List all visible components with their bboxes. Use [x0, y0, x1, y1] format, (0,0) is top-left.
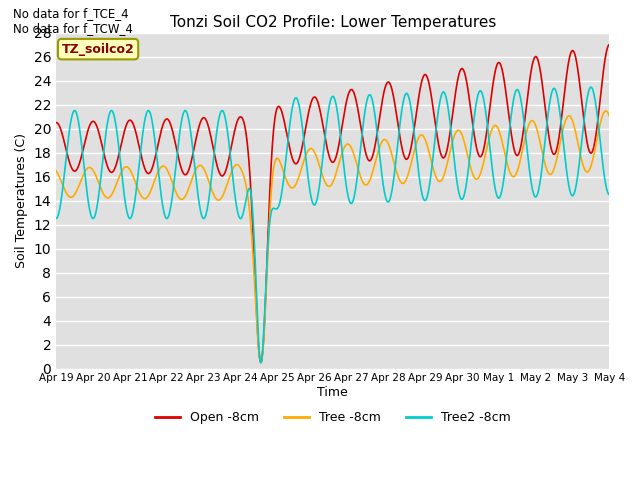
Legend: Open -8cm, Tree -8cm, Tree2 -8cm: Open -8cm, Tree -8cm, Tree2 -8cm — [150, 407, 516, 430]
Y-axis label: Soil Temperatures (C): Soil Temperatures (C) — [15, 133, 28, 268]
Text: No data for f_TCE_4: No data for f_TCE_4 — [13, 7, 129, 20]
Text: No data for f_TCW_4: No data for f_TCW_4 — [13, 22, 132, 35]
X-axis label: Time: Time — [317, 386, 348, 399]
Title: Tonzi Soil CO2 Profile: Lower Temperatures: Tonzi Soil CO2 Profile: Lower Temperatur… — [170, 15, 496, 30]
Text: TZ_soilco2: TZ_soilco2 — [61, 43, 134, 56]
